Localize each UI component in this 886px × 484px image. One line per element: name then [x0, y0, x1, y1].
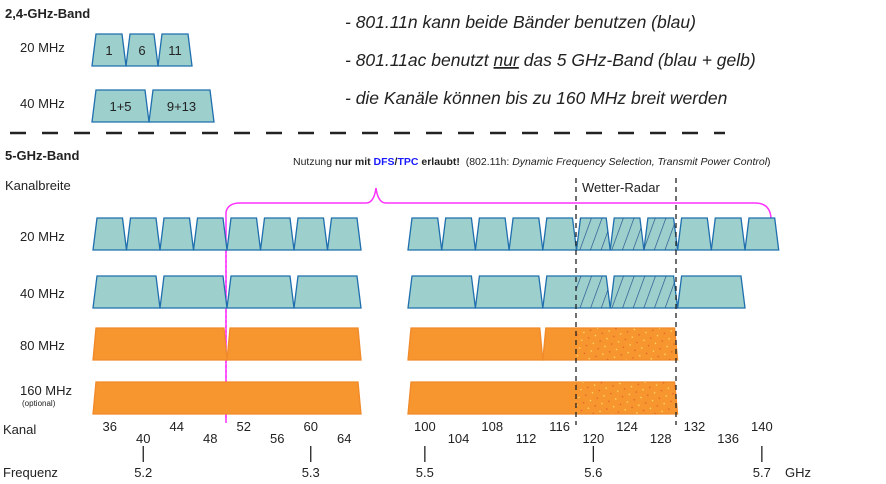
channel-number: 52: [237, 419, 251, 434]
channel-block-40mhz: [159, 275, 228, 309]
note-3: - die Kanäle können bis zu 160 MHz breit…: [345, 88, 727, 108]
channel-block-20mhz: [326, 217, 362, 251]
channel-number: 128: [650, 431, 672, 446]
channel-block-20mhz: [159, 217, 195, 251]
channel-block-20mhz: [226, 217, 262, 251]
channel-block-20mhz: [407, 217, 443, 251]
weather-radar-label: Wetter-Radar: [582, 180, 660, 195]
weather-radar-overlay: [610, 276, 677, 308]
row-label: 80 MHz: [20, 338, 65, 353]
frequenz-label: Frequenz: [3, 465, 58, 480]
channel-block-20mhz: [192, 217, 228, 251]
channel-block-40mhz: [293, 275, 362, 309]
weather-radar-overlay: [576, 276, 611, 308]
channel-block-40mhz: [226, 275, 295, 309]
channel-block-20mhz: [293, 217, 329, 251]
note-2: - 801.11ac benutzt nur das 5 GHz-Band (b…: [345, 50, 756, 70]
channel-label: 1: [105, 43, 112, 58]
weather-radar-overlay: [643, 218, 677, 250]
channel-number: 112: [516, 431, 537, 446]
channel-block-24ghz-20mhz: [125, 33, 159, 67]
channel-number: 48: [203, 431, 217, 446]
weather-radar-overlay: [576, 218, 611, 250]
channel-number: 124: [616, 419, 638, 434]
channel-number: 108: [481, 419, 503, 434]
channel-block-160mhz: [92, 381, 362, 415]
weather-radar-overlay: [610, 218, 644, 250]
dfs-brace: [225, 187, 772, 420]
channel-number: 60: [304, 419, 318, 434]
channel-block-20mhz: [676, 217, 713, 251]
frequency-label: 5.2: [134, 465, 152, 480]
band24-40mhz-label: 40 MHz: [20, 96, 65, 111]
channel-block-24ghz-40mhz: [91, 89, 150, 123]
channel-block-24ghz-20mhz: [91, 33, 127, 67]
channel-block-24ghz-40mhz: [148, 89, 215, 123]
channel-block-20mhz: [542, 217, 578, 251]
channel-number: 120: [582, 431, 604, 446]
channel-number: 56: [270, 431, 284, 446]
kanal-label: Kanal: [3, 422, 36, 437]
channel-block-40mhz: [92, 275, 161, 309]
row-label: 40 MHz: [20, 286, 65, 301]
frequency-label: 5.3: [302, 465, 320, 480]
channel-block-80mhz: [92, 327, 228, 361]
dfs-note: Nutzung nur mit DFS/TPC erlaubt! (802.11…: [293, 156, 771, 168]
channel-block-40mhz: [474, 275, 544, 309]
channel-label: 11: [168, 43, 182, 58]
channel-number: 116: [549, 419, 570, 434]
channel-block-24ghz-20mhz: [157, 33, 193, 67]
channel-block-20mhz: [125, 217, 161, 251]
channel-label: 9+13: [167, 99, 196, 114]
channel-block-20mhz: [474, 217, 510, 251]
row-label: 160 MHz: [20, 383, 72, 398]
notes: - 801.11n kann beide Bänder benutzen (bl…: [345, 12, 756, 108]
weather-radar-overlay: [576, 382, 676, 414]
channel-block-80mhz: [226, 327, 362, 361]
kanalbreite-label: Kanalbreite: [5, 178, 71, 193]
channel-number: 40: [136, 431, 150, 446]
channel-number: 132: [684, 419, 706, 434]
band24-20mhz-label: 20 MHz: [20, 40, 65, 55]
channel-block-20mhz: [508, 217, 544, 251]
channel-block-20mhz: [259, 217, 295, 251]
band5-title: 5-GHz-Band: [5, 148, 79, 163]
channel-number: 136: [717, 431, 739, 446]
weather-radar-overlay: [576, 328, 676, 360]
band24-title: 2,4-GHz-Band: [5, 6, 90, 21]
note-1: - 801.11n kann beide Bänder benutzen (bl…: [345, 12, 696, 32]
channel-number: 36: [103, 419, 117, 434]
channel-block-20mhz: [440, 217, 477, 251]
frequency-label: 5.7: [753, 465, 771, 480]
row-label: 20 MHz: [20, 229, 65, 244]
channel-label: 6: [138, 43, 145, 58]
channel-number: 140: [751, 419, 773, 434]
channel-number: 44: [170, 419, 184, 434]
channel-block-40mhz: [407, 275, 477, 309]
channel-number: 64: [337, 431, 351, 446]
row-sublabel: (optional): [22, 399, 56, 408]
channel-label: 1+5: [109, 99, 131, 114]
channel-block-80mhz: [407, 327, 544, 361]
channel-block-20mhz: [92, 217, 128, 251]
channel-block-20mhz: [744, 217, 780, 251]
channel-number: 100: [414, 419, 436, 434]
channel-block-40mhz: [676, 275, 746, 309]
frequency-label: 5.6: [584, 465, 602, 480]
channel-block-20mhz: [710, 217, 746, 251]
ghz-unit: GHz: [785, 465, 811, 480]
channel-number: 104: [448, 431, 470, 446]
frequency-label: 5.5: [416, 465, 434, 480]
